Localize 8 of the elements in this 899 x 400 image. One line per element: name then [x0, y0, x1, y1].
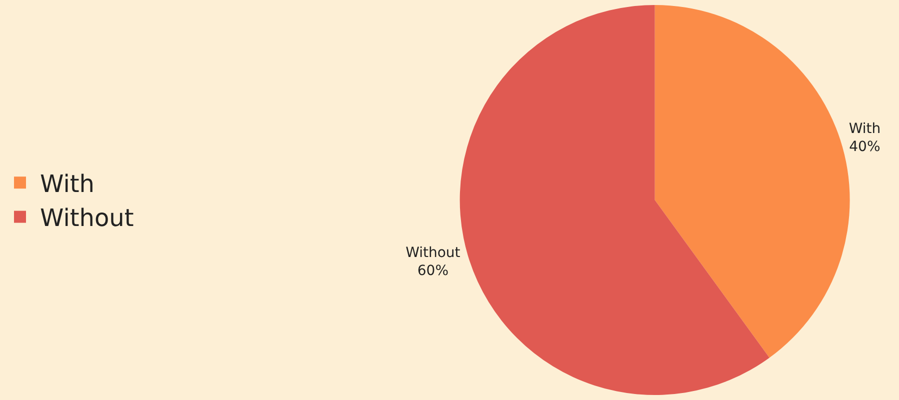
- slice-label: Without: [406, 244, 461, 261]
- legend-label: Without: [40, 204, 134, 232]
- legend-label: With: [40, 170, 94, 198]
- pie-slice: [460, 5, 770, 395]
- data-label: 60%: [417, 262, 448, 279]
- pie-slice: [654, 5, 850, 358]
- slice-label: With: [848, 121, 881, 138]
- data-label: 40%: [849, 139, 880, 156]
